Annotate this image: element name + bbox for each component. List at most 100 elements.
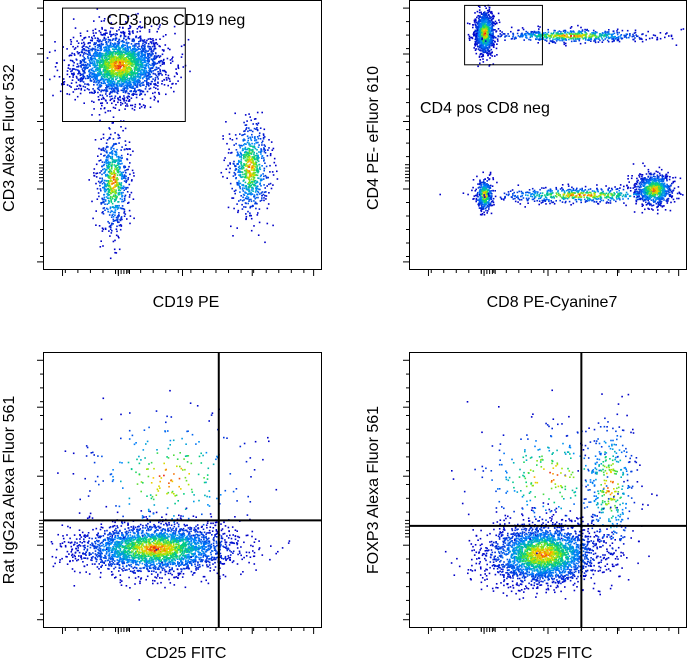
event-dot [76, 77, 78, 79]
event-dot [244, 172, 246, 175]
event-dot [492, 21, 494, 23]
event-dot [161, 49, 164, 51]
event-dot [482, 42, 485, 45]
event-dot [131, 93, 133, 96]
event-dot [243, 194, 246, 196]
event-dot [109, 75, 112, 77]
event-dot [254, 136, 256, 138]
event-dot [155, 56, 158, 58]
event-dot [100, 138, 102, 140]
event-dot [112, 220, 115, 222]
event-dot [113, 248, 116, 251]
event-dot [136, 59, 138, 61]
event-dot [490, 48, 493, 51]
event-dot [112, 216, 115, 218]
event-dot [269, 182, 272, 185]
event-dot [243, 199, 245, 201]
event-dot [474, 45, 476, 47]
event-dot [248, 158, 251, 160]
event-dot [72, 68, 75, 70]
event-dot [159, 64, 162, 67]
event-dot [254, 171, 257, 174]
event-dot [118, 158, 120, 160]
event-dot [121, 187, 123, 190]
event-dot [105, 180, 108, 182]
event-dot [71, 72, 73, 75]
event-dot [134, 106, 136, 108]
event-dot [121, 61, 124, 64]
event-dot [488, 8, 491, 11]
event-dot [481, 24, 483, 26]
event-dot [112, 48, 114, 50]
event-dot [104, 79, 107, 81]
event-dot [146, 79, 148, 81]
event-dot [106, 62, 109, 64]
event-dot [134, 62, 137, 65]
event-dot [118, 51, 121, 53]
event-dot [229, 167, 231, 170]
event-dot [93, 61, 96, 63]
event-dot [120, 89, 123, 92]
event-dot [106, 95, 108, 97]
event-dot [143, 84, 145, 86]
event-dot [124, 90, 127, 92]
event-dot [634, 29, 637, 32]
event-dot [126, 79, 128, 81]
event-dot [106, 167, 108, 169]
event-dot [152, 39, 154, 42]
event-dot [550, 32, 553, 35]
event-dot [255, 157, 258, 159]
event-dot [114, 166, 117, 168]
event-dot [145, 42, 148, 44]
event-dot [109, 211, 112, 214]
event-dot [477, 33, 480, 36]
gate-rectangle[interactable] [62, 7, 186, 123]
event-dot [236, 151, 239, 153]
event-dot [165, 71, 167, 73]
event-dot [95, 53, 98, 55]
event-dot [258, 208, 261, 210]
event-dot [486, 49, 489, 52]
event-dot [247, 188, 249, 191]
event-dot [154, 80, 156, 82]
event-dot [148, 48, 151, 50]
event-dot [227, 164, 229, 167]
event-dot [124, 76, 126, 79]
event-dot [117, 218, 119, 220]
event-dot [97, 44, 99, 46]
event-dot [113, 161, 116, 164]
event-dot [111, 146, 113, 149]
event-dot [165, 77, 168, 79]
event-dot [106, 102, 108, 104]
event-dot [483, 22, 485, 24]
event-dot [242, 184, 244, 187]
event-dot [115, 61, 117, 63]
event-dot [256, 152, 258, 155]
event-dot [108, 78, 111, 80]
event-dot [177, 66, 179, 68]
event-dot [243, 154, 245, 156]
event-dot [86, 88, 89, 90]
event-dot [487, 53, 489, 55]
event-dot [109, 185, 112, 187]
event-dot [104, 68, 107, 70]
event-dot [127, 68, 129, 70]
event-dot [95, 210, 97, 212]
event-dot [132, 74, 134, 76]
event-dot [72, 74, 74, 77]
event-dot [122, 98, 125, 101]
event-dot [244, 181, 247, 184]
event-dot [246, 155, 249, 158]
event-dot [127, 49, 129, 51]
event-dot [242, 173, 244, 176]
event-dot [156, 23, 158, 26]
event-dot [133, 40, 135, 43]
event-dot [114, 184, 116, 187]
event-dot [240, 161, 243, 164]
event-dot [108, 175, 110, 178]
event-dot [115, 168, 118, 171]
event-dot [131, 79, 133, 81]
event-dot [476, 38, 478, 40]
event-dot [476, 22, 479, 24]
event-dot [73, 48, 76, 50]
